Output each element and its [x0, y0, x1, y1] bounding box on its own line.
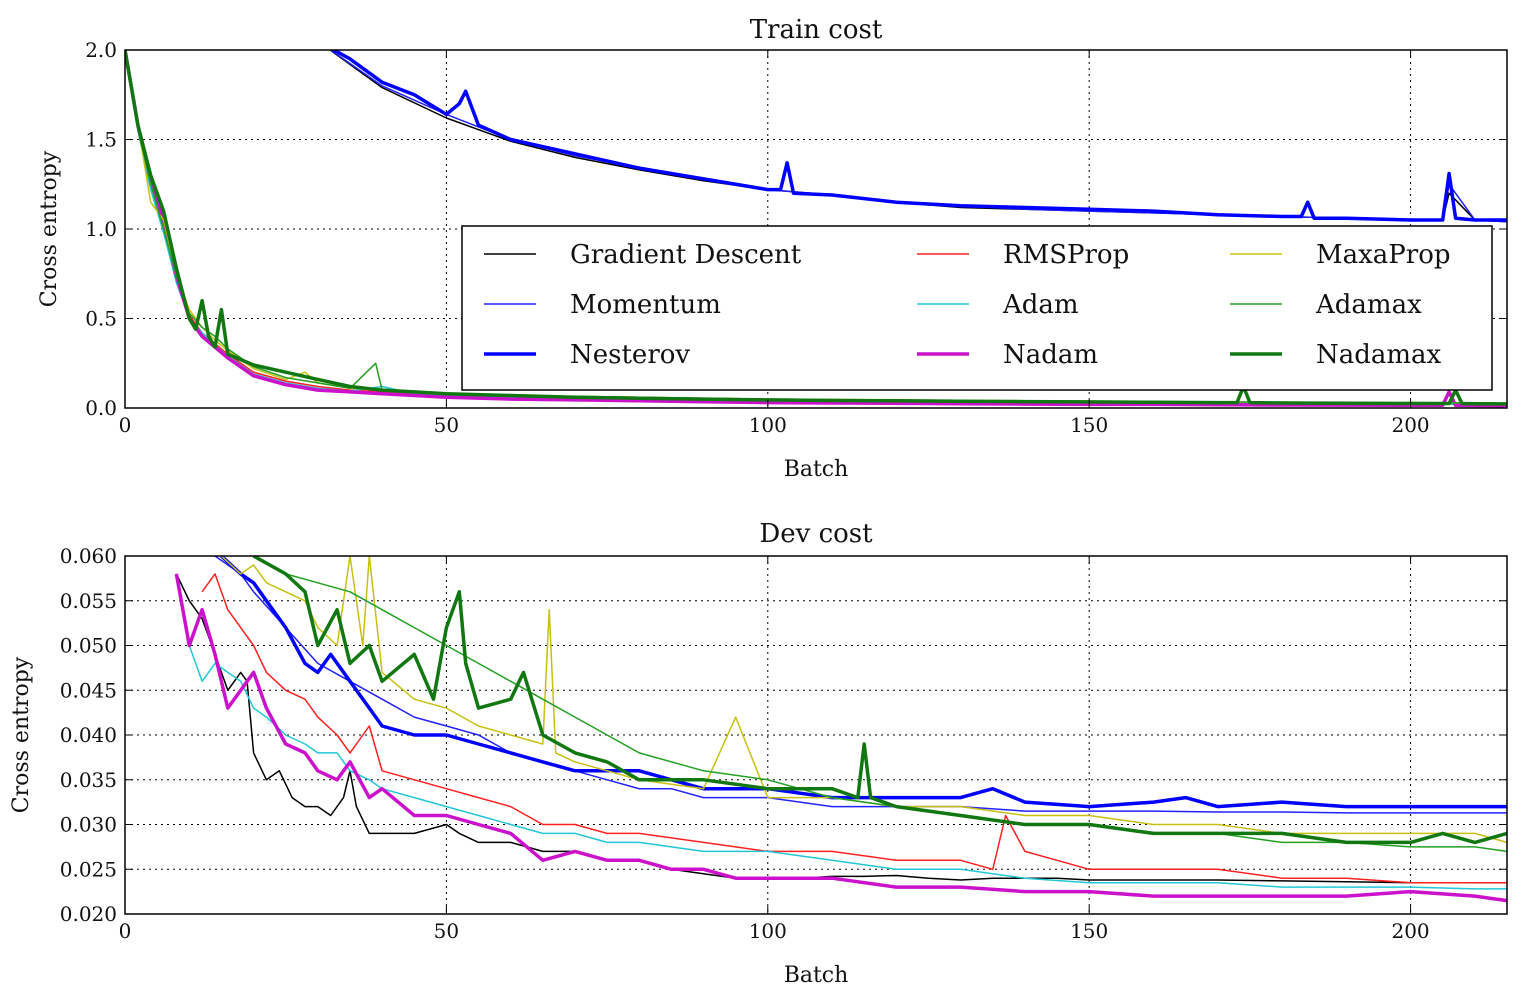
legend-label-nesterov: Nesterov: [570, 340, 690, 370]
y-tick-label: 0.035: [60, 768, 117, 792]
y-tick-label: 0.0: [85, 396, 117, 420]
x-tick-label: 200: [1391, 919, 1429, 943]
x-axis-title: Batch: [784, 963, 849, 988]
y-tick-label: 1.5: [85, 128, 117, 152]
y-tick-label: 0.5: [85, 307, 117, 331]
series-line-adamax: [253, 556, 1507, 853]
y-tick-label: 0.060: [60, 544, 117, 568]
series-line-nesterov: [220, 556, 1507, 809]
series-line-rmsprop: [201, 573, 1507, 884]
y-tick-label: 2.0: [85, 38, 117, 62]
series-line-adam: [175, 573, 1507, 890]
x-tick-label: 0: [119, 413, 132, 437]
legend-label-gradient-descent: Gradient Descent: [570, 240, 802, 270]
legend-label-maxaprop: MaxaProp: [1316, 240, 1451, 270]
legend-label-rmsprop: RMSProp: [1003, 240, 1129, 270]
y-axis-title: Cross entropy: [37, 150, 62, 307]
series-line-nadam: [174, 573, 1507, 903]
x-axis-title: Batch: [784, 457, 849, 482]
y-tick-label: 1.0: [85, 217, 117, 241]
y-tick-label: 0.040: [60, 723, 117, 747]
x-tick-label: 200: [1391, 413, 1429, 437]
series-line-nadam: [125, 50, 1507, 408]
legend-label-momentum: Momentum: [570, 290, 721, 320]
series-layer: [125, 50, 1507, 408]
y-tick-label: 0.055: [60, 589, 117, 613]
dev-cost-chart: Dev cost 0 50 100 150 200 0.020 0.025 0.030 0.03…: [9, 519, 1508, 988]
legend-label-nadam: Nadam: [1003, 340, 1098, 370]
grid: [125, 556, 1507, 914]
x-tick-label: 100: [749, 919, 787, 943]
train-cost-chart: Train cost 0 50 100 150 200 0.0 0.5 1.0 1.5 2.0 B…: [37, 15, 1508, 482]
legend-frame: [461, 225, 1493, 391]
y-axis-title: Cross entropy: [9, 656, 34, 813]
ticks: 0 50 100 150 200 0.020 0.025 0.030 0.035 0.040 0.0…: [60, 544, 1507, 943]
y-tick-label: 0.020: [60, 902, 117, 926]
legend-label-adam: Adam: [1002, 290, 1079, 320]
legend: Gradient Descent Momentum Nesterov RMSProp A…: [461, 225, 1493, 391]
x-tick-label: 150: [1070, 413, 1108, 437]
ticks: 0 50 100 150 200 0.0 0.5 1.0 1.5 2.0: [85, 38, 1507, 437]
y-tick-label: 0.025: [60, 857, 117, 881]
legend-label-adamax: Adamax: [1315, 290, 1422, 320]
chart-title: Dev cost: [759, 519, 873, 549]
series-layer: [174, 556, 1507, 903]
y-tick-label: 0.050: [60, 634, 117, 658]
x-tick-label: 100: [749, 413, 787, 437]
x-tick-label: 0: [119, 919, 132, 943]
y-tick-label: 0.030: [60, 813, 117, 837]
series-line-nadamax: [125, 50, 1507, 406]
x-tick-label: 50: [434, 413, 459, 437]
chart-title: Train cost: [750, 15, 883, 45]
legend-label-nadamax: Nadamax: [1316, 340, 1442, 370]
series-line-maxaprop: [220, 556, 1507, 844]
x-tick-label: 50: [434, 919, 459, 943]
series-line-gradient-descent: [175, 573, 1507, 884]
y-tick-label: 0.045: [60, 678, 117, 702]
x-tick-label: 150: [1070, 919, 1108, 943]
series-line-nesterov: [330, 50, 1507, 222]
series-line-nadamax: [252, 556, 1507, 845]
